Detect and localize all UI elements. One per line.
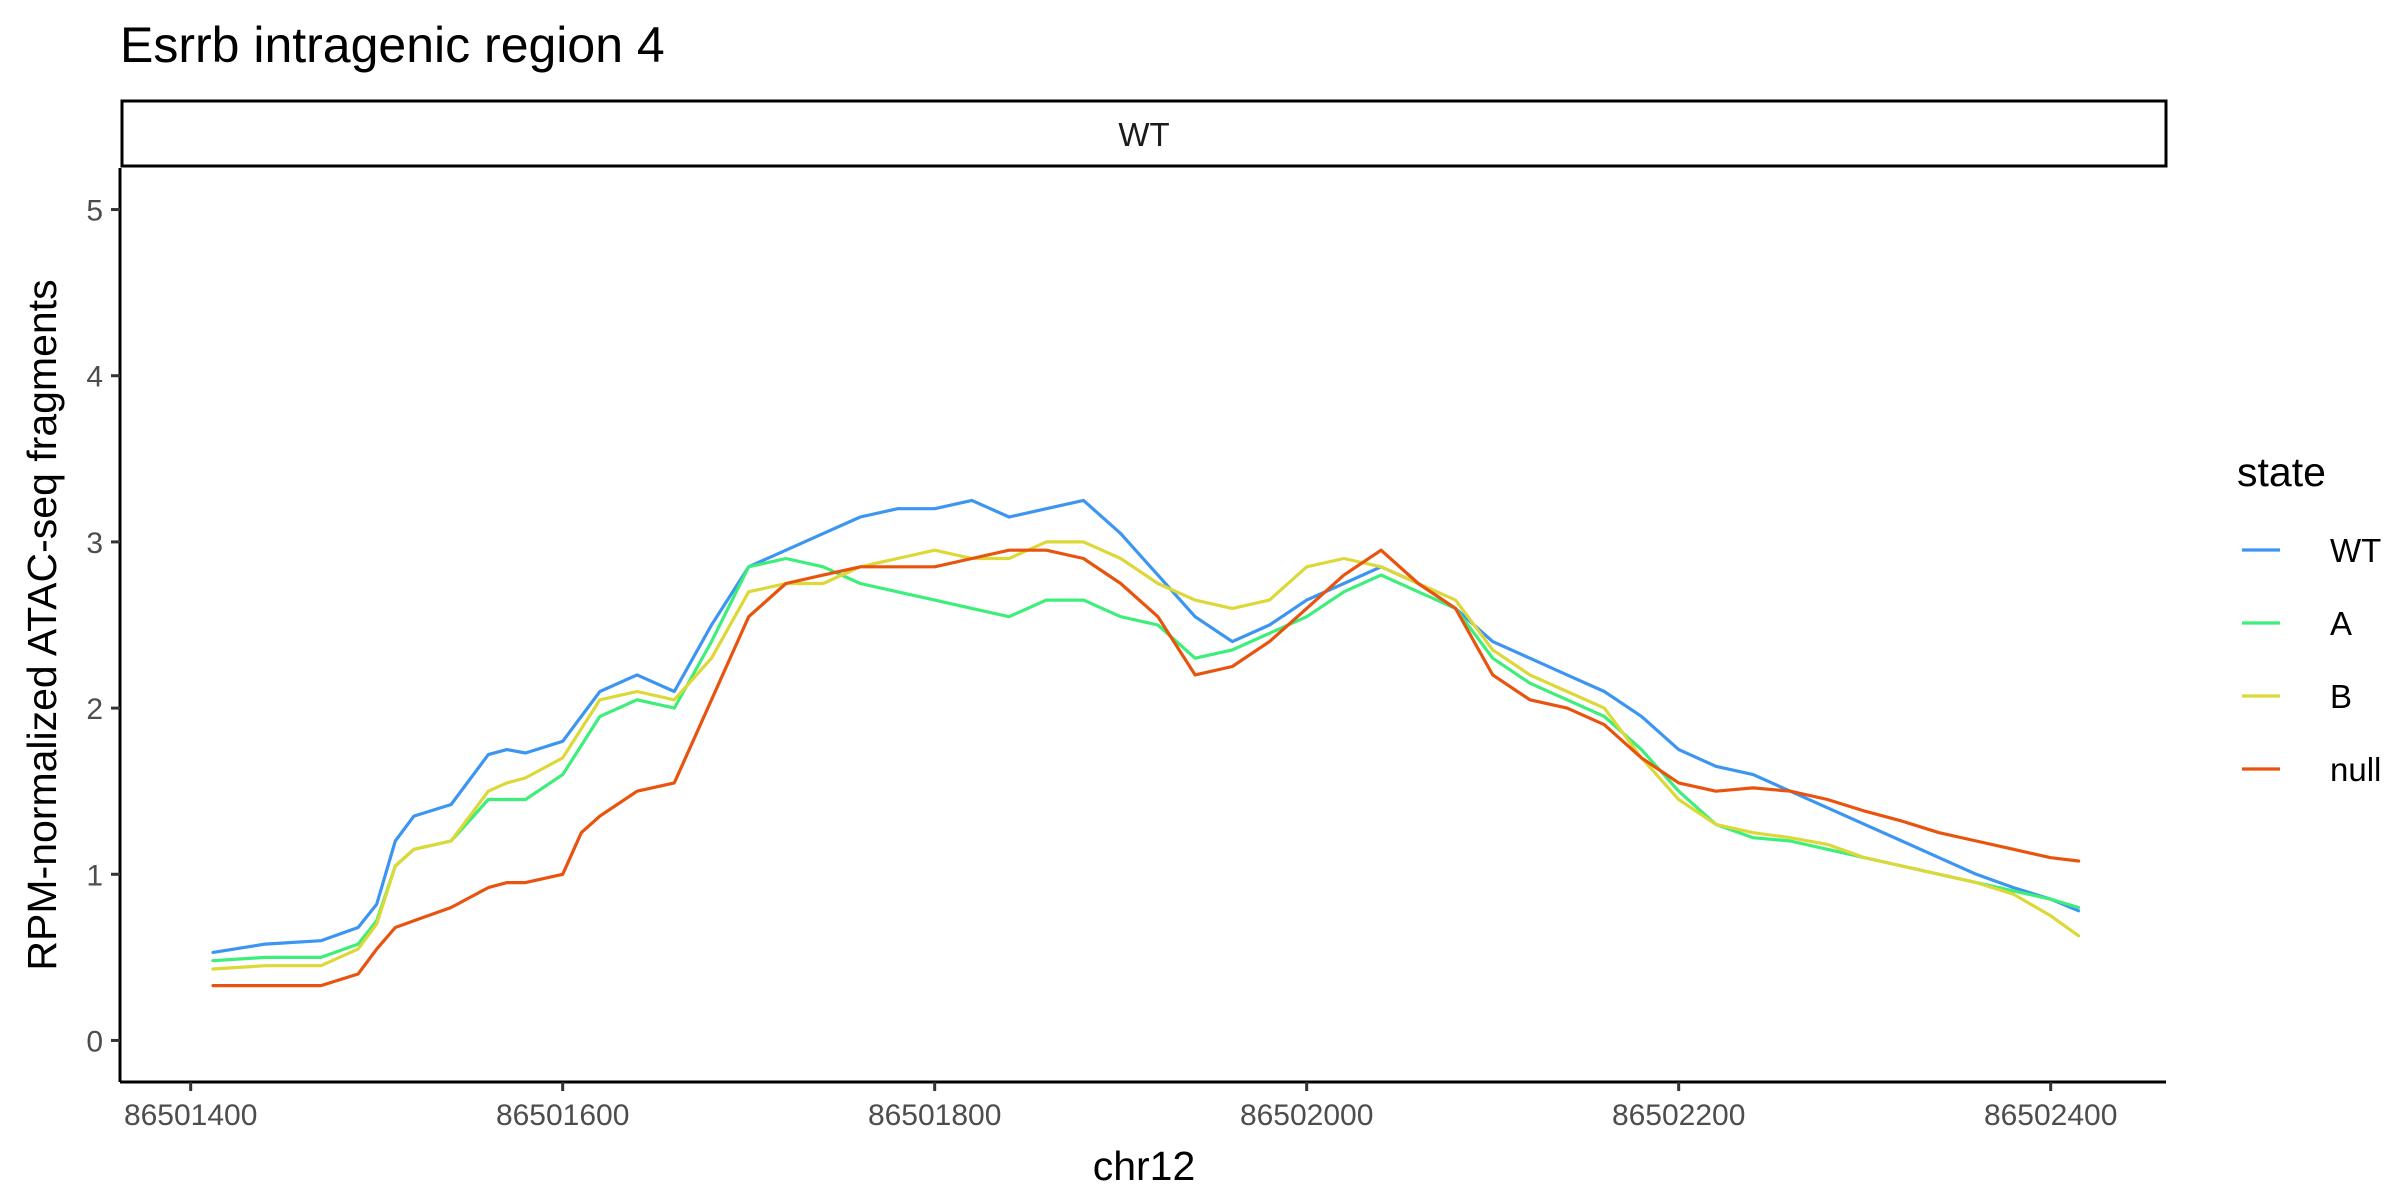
y-axis-title: RPM-normalized ATAC-seq fragments: [19, 279, 65, 970]
legend-label-a: A: [2330, 605, 2352, 642]
y-tick-label: 3: [86, 527, 103, 560]
facet-strip-label: WT: [1118, 116, 1169, 153]
y-tick-label: 5: [86, 195, 103, 228]
chart-title: Esrrb intragenic region 4: [120, 17, 665, 73]
facet-strip-box: [120, 99, 2168, 168]
y-tick-label: 2: [86, 693, 103, 726]
x-tick-label: 86501800: [868, 1099, 1001, 1132]
y-axis-ticks: 0 1 2 3 4 5: [86, 195, 120, 1058]
legend-label-b: B: [2330, 678, 2352, 715]
x-axis-title: chr12: [1093, 1143, 1196, 1189]
series-line-wt: [211, 498, 2081, 954]
x-axis-ticks: 86501400 86501600 86501800 86502000 86502200…: [124, 1082, 2117, 1132]
legend-label-wt: WT: [2330, 532, 2381, 569]
series-lines: [211, 498, 2081, 988]
x-tick-label: 86501600: [496, 1099, 629, 1132]
legend-title: state: [2237, 449, 2326, 495]
facet-strip: WT: [120, 99, 2168, 168]
y-tick-label: 4: [86, 361, 103, 394]
y-tick-label: 0: [86, 1025, 103, 1058]
x-tick-label: 86502200: [1612, 1099, 1745, 1132]
x-tick-label: 86501400: [124, 1099, 257, 1132]
series-line-b: [211, 540, 2081, 971]
legend-label-null: null: [2330, 751, 2381, 788]
x-tick-label: 86502400: [1984, 1099, 2117, 1132]
x-tick-label: 86502000: [1240, 1099, 1373, 1132]
series-line-null: [211, 548, 2081, 988]
series-line-a: [211, 556, 2081, 963]
y-tick-label: 1: [86, 859, 103, 892]
